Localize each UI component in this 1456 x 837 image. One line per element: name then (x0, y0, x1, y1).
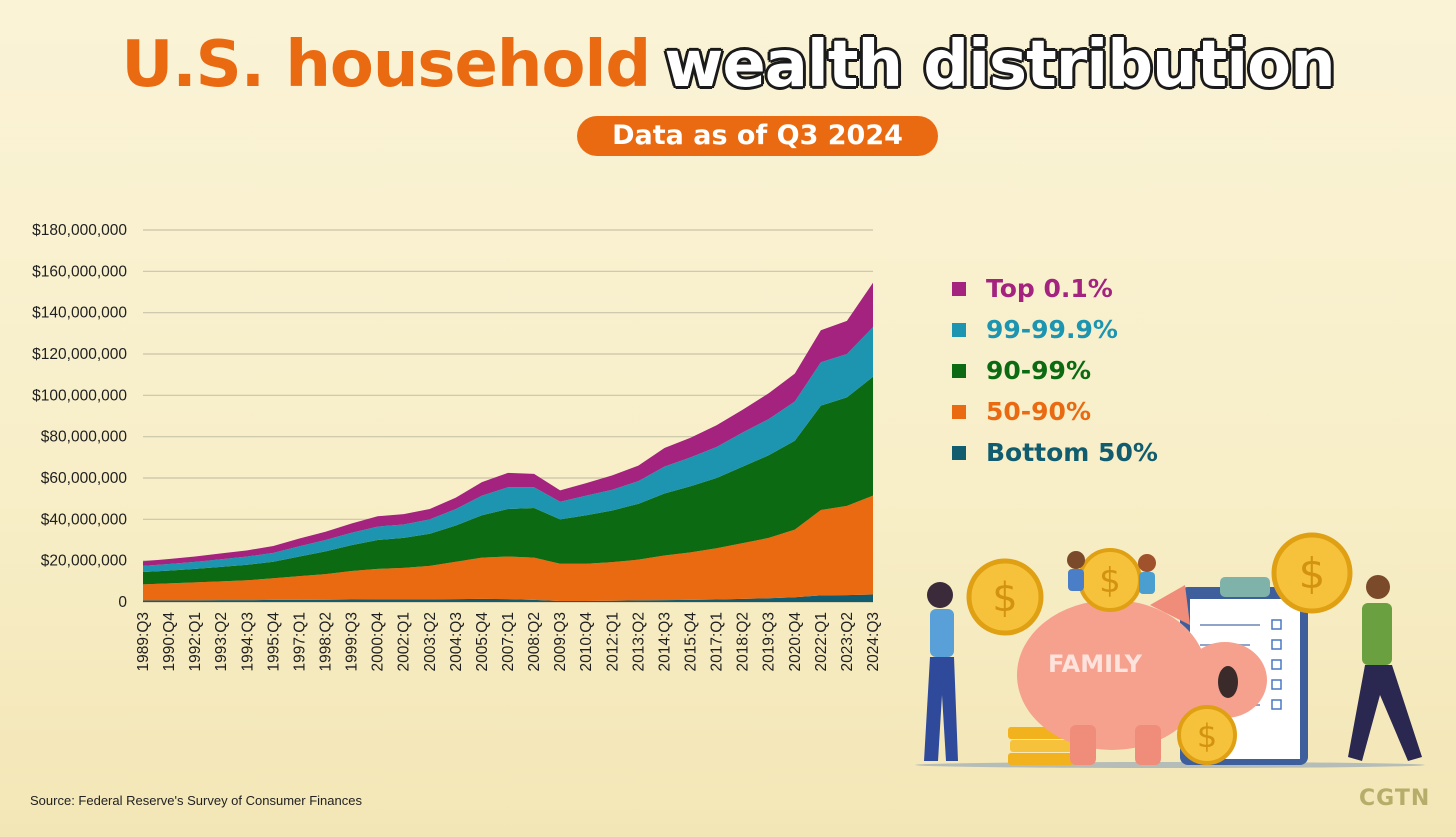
title-highlight: U.S. household (121, 28, 651, 102)
x-tick-label: 1994:Q3 (239, 612, 256, 671)
x-tick-label: 2022:Q1 (813, 612, 830, 671)
y-tick-label: $40,000,000 (41, 511, 128, 528)
area-50-90- (143, 495, 873, 601)
legend-label: Bottom 50% (986, 438, 1158, 467)
x-tick-label: 2023:Q2 (839, 612, 856, 671)
x-tick-label: 1990:Q4 (161, 612, 178, 672)
legend-label: Top 0.1% (986, 274, 1113, 303)
legend-label: 50-90% (986, 397, 1092, 426)
legend-item: 50-90% (952, 391, 1158, 432)
source-note: Source: Federal Reserve's Survey of Cons… (30, 793, 362, 808)
y-tick-label: 0 (118, 594, 127, 611)
children-figure (1067, 551, 1156, 594)
legend-item: Top 0.1% (952, 268, 1158, 309)
x-tick-label: 2018:Q2 (735, 612, 752, 671)
x-tick-label: 2013:Q2 (630, 612, 647, 671)
y-tick-label: $20,000,000 (41, 553, 128, 570)
area-99-99-9- (143, 327, 873, 573)
legend: Top 0.1% 99-99.9% 90-99% 50-90% Bottom 50% (952, 268, 1158, 473)
x-tick-label: 2019:Q3 (761, 612, 778, 671)
x-tick-label: 2002:Q1 (396, 612, 413, 671)
x-tick-label: 2010:Q4 (578, 612, 595, 672)
legend-swatch (952, 363, 966, 378)
x-tick-label: 2020:Q4 (787, 612, 804, 672)
y-tick-label: $140,000,000 (32, 305, 127, 322)
x-tick-label: 2000:Q4 (370, 612, 387, 672)
coin-symbol: $ (1099, 561, 1121, 601)
area-bottom-50- (143, 594, 873, 602)
x-tick-label: 2024:Q3 (865, 612, 882, 671)
x-tick-label: 2012:Q1 (604, 612, 621, 671)
x-tick-label: 1999:Q3 (344, 612, 361, 671)
legend-item: 99-99.9% (952, 309, 1158, 350)
coin-symbol: $ (1299, 549, 1326, 598)
coin-icon: $ (1177, 705, 1237, 765)
legend-label: 99-99.9% (986, 315, 1118, 344)
x-tick-label: 1989:Q3 (135, 612, 152, 671)
x-tick-label: 2004:Q3 (448, 612, 465, 671)
x-axis: 1989:Q3 1990:Q4 1992:Q1 1993:Q2 1994:Q3 1995:… (135, 612, 882, 672)
x-tick-label: 1998:Q2 (318, 612, 335, 671)
coin-icon: $ (1078, 548, 1142, 612)
y-tick-label: $60,000,000 (41, 470, 128, 487)
family-savings-illustration: FAMILY $ $ $ $ (915, 532, 1425, 768)
x-tick-label: 1995:Q4 (265, 612, 282, 672)
chart-title: U.S. household wealth distribution (0, 28, 1456, 102)
y-tick-label: $80,000,000 (41, 429, 128, 446)
y-tick-label: $160,000,000 (32, 263, 127, 280)
legend-item: 90-99% (952, 350, 1158, 391)
coin-symbol: $ (1197, 717, 1217, 755)
y-tick-label: $180,000,000 (32, 222, 127, 239)
y-axis: 0 $20,000,000 $40,000,000 $60,000,000 $80,00… (32, 222, 127, 611)
x-tick-label: 2005:Q4 (474, 612, 491, 672)
x-tick-label: 2014:Q3 (656, 612, 673, 671)
legend-swatch (952, 281, 966, 296)
chart-areas (143, 282, 873, 602)
legend-item: Bottom 50% (952, 432, 1158, 473)
x-tick-label: 1992:Q1 (187, 612, 204, 671)
legend-swatch (952, 404, 966, 419)
coin-symbol: $ (992, 575, 1017, 621)
legend-label: 90-99% (986, 356, 1092, 385)
x-tick-label: 2007:Q1 (500, 612, 517, 671)
area-top-0-1- (143, 282, 873, 566)
x-tick-label: 2017:Q1 (709, 612, 726, 671)
man-figure: $ (1271, 532, 1422, 761)
x-tick-label: 2009:Q3 (552, 612, 569, 671)
x-tick-label: 2015:Q4 (683, 612, 700, 672)
legend-swatch (952, 445, 966, 460)
woman-figure: $ (924, 558, 1044, 761)
x-tick-label: 1993:Q2 (213, 612, 230, 671)
x-tick-label: 2008:Q2 (526, 612, 543, 671)
x-tick-label: 2003:Q2 (422, 612, 439, 671)
subtitle-badge: Data as of Q3 2024 (577, 116, 938, 156)
piggy-bank-icon: FAMILY (1017, 585, 1267, 765)
brand-logo: CGTN (1359, 786, 1431, 811)
y-tick-label: $100,000,000 (32, 387, 127, 404)
x-tick-label: 1997:Q1 (291, 612, 308, 671)
legend-swatch (952, 322, 966, 337)
title-outlined: wealth distribution (664, 28, 1335, 102)
area-90-99- (143, 376, 873, 585)
y-tick-label: $120,000,000 (32, 346, 127, 363)
piggy-label: FAMILY (1048, 650, 1143, 678)
